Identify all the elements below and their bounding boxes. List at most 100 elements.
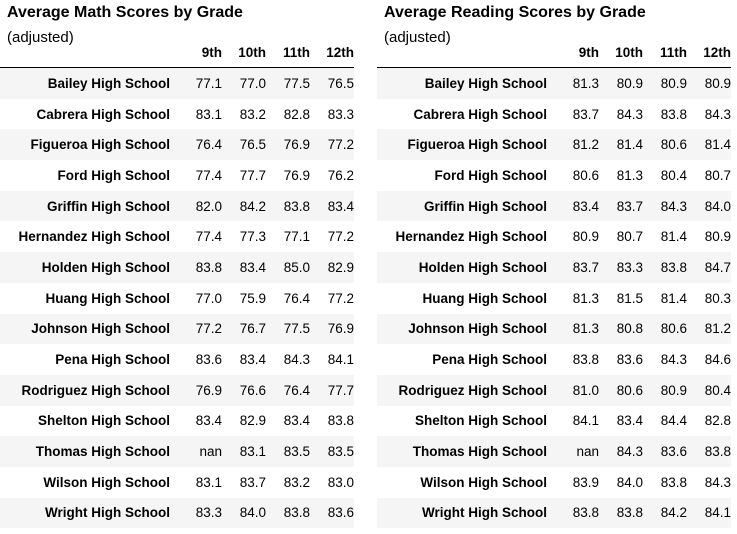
score-cell: 77.1	[195, 75, 222, 91]
score-cell: 77.5	[283, 75, 310, 91]
table-row: Johnson High School 77.2 76.7 77.5 76.9	[0, 313, 354, 345]
score-cell: 76.2	[327, 167, 354, 183]
table-row: Ford High School 77.4 77.7 76.9 76.2	[0, 160, 354, 191]
score-cell: 84.6	[704, 352, 731, 368]
score-cell: 84.1	[327, 352, 354, 368]
table-row: Johnson High School 81.3 80.8 80.6 81.2	[377, 313, 731, 345]
score-cell: 80.8	[616, 321, 643, 337]
score-cell: 81.2	[704, 321, 731, 337]
school-name-cell: Hernandez High School	[18, 229, 170, 245]
score-cell: 83.4	[239, 259, 266, 275]
score-cell: 77.0	[239, 75, 266, 91]
score-cell: 84.2	[239, 198, 266, 214]
math-header-11th: 11th	[266, 38, 310, 68]
score-cell: 83.8	[616, 505, 643, 521]
score-cell: 76.9	[283, 167, 310, 183]
score-cell: 81.4	[704, 137, 731, 153]
school-name-cell: Cabrera High School	[36, 106, 170, 122]
score-cell: 83.2	[239, 106, 266, 122]
score-cell: 83.8	[327, 413, 354, 429]
score-cell: 77.2	[327, 229, 354, 245]
score-cell: 76.6	[239, 382, 266, 398]
score-cell: 83.9	[572, 474, 599, 490]
score-cell: 81.3	[572, 290, 599, 306]
score-cell: 77.2	[195, 321, 222, 337]
table-row: Bailey High School 81.3 80.9 80.9 80.9	[377, 67, 731, 99]
score-cell: 76.4	[283, 382, 310, 398]
math-header-row: 9th 10th 11th 12th	[0, 38, 354, 68]
score-cell: 83.2	[283, 474, 310, 490]
math-header-9th: 9th	[178, 38, 222, 68]
score-cell: 76.9	[327, 321, 354, 337]
score-cell: 80.9	[704, 229, 731, 245]
score-cell: 80.6	[572, 167, 599, 183]
reading-table-body: Bailey High School 81.3 80.9 80.9 80.9 Cabrer…	[377, 67, 731, 529]
reading-scores-table: 9th 10th 11th 12th Bailey High School 81.…	[377, 38, 731, 529]
score-cell: 84.3	[660, 352, 687, 368]
score-cell: 83.4	[239, 352, 266, 368]
score-cell: 81.3	[616, 167, 643, 183]
score-cell: 83.8	[283, 198, 310, 214]
school-name-cell: Thomas High School	[412, 444, 547, 460]
table-row: Pena High School 83.6 83.4 84.3 84.1	[0, 344, 354, 375]
score-cell: 82.8	[283, 106, 310, 122]
score-cell: 82.9	[239, 413, 266, 429]
school-name-cell: Huang High School	[45, 290, 171, 306]
score-cell: 80.9	[616, 75, 643, 91]
score-cell: 83.8	[660, 106, 687, 122]
reading-header-11th: 11th	[643, 38, 687, 68]
score-cell: 83.8	[283, 505, 310, 521]
score-cell: 84.3	[704, 474, 731, 490]
score-cell: 84.2	[660, 505, 687, 521]
school-name-cell: Cabrera High School	[413, 106, 547, 122]
score-cell: 80.6	[616, 382, 643, 398]
score-cell: 83.6	[616, 352, 643, 368]
school-name-cell: Bailey High School	[47, 75, 170, 91]
reading-header-row: 9th 10th 11th 12th	[377, 38, 731, 68]
score-cell: 84.1	[704, 505, 731, 521]
math-table-body: Bailey High School 77.1 77.0 77.5 76.5 Cabrer…	[0, 67, 354, 529]
table-row: Bailey High School 77.1 77.0 77.5 76.5	[0, 67, 354, 99]
score-cell: 83.8	[660, 474, 687, 490]
score-cell: 83.5	[283, 444, 310, 460]
score-cell: 84.3	[616, 106, 643, 122]
table-row: Wright High School 83.8 83.8 84.2 84.1	[377, 497, 731, 529]
table-row: Thomas High School nan 83.1 83.5 83.5	[0, 436, 354, 467]
school-name-cell: Holden High School	[418, 259, 547, 275]
score-cell: 84.3	[616, 444, 643, 460]
score-cell: 84.3	[660, 198, 687, 214]
table-row: Wilson High School 83.1 83.7 83.2 83.0	[0, 466, 354, 498]
score-cell: 80.6	[660, 137, 687, 153]
school-name-cell: Hernandez High School	[395, 229, 547, 245]
score-cell: 83.3	[616, 259, 643, 275]
score-cell: 82.8	[704, 413, 731, 429]
table-row: Griffin High School 83.4 83.7 84.3 84.0	[377, 190, 731, 222]
school-name-cell: Wilson High School	[420, 474, 547, 490]
score-cell: 83.8	[660, 259, 687, 275]
reading-header-corner	[377, 38, 555, 68]
table-row: Griffin High School 82.0 84.2 83.8 83.4	[0, 190, 354, 222]
table-row: Thomas High School nan 84.3 83.6 83.8	[377, 436, 731, 467]
score-cell: 83.0	[327, 474, 354, 490]
score-cell: 84.0	[616, 474, 643, 490]
score-cell: 81.0	[572, 382, 599, 398]
score-cell: 80.3	[704, 290, 731, 306]
score-cell: 76.9	[283, 137, 310, 153]
score-cell: 84.7	[704, 259, 731, 275]
math-header-10th: 10th	[222, 38, 266, 68]
score-cell: 80.6	[660, 321, 687, 337]
school-name-cell: Griffin High School	[424, 198, 547, 214]
school-name-cell: Pena High School	[55, 352, 170, 368]
school-name-cell: Shelton High School	[415, 413, 547, 429]
score-cell: 80.4	[660, 167, 687, 183]
score-cell: 77.5	[283, 321, 310, 337]
score-cell: 80.9	[660, 382, 687, 398]
score-cell: 82.9	[327, 259, 354, 275]
reading-header-10th: 10th	[599, 38, 643, 68]
table-row: Shelton High School 84.1 83.4 84.4 82.8	[377, 405, 731, 437]
score-cell: 83.3	[327, 106, 354, 122]
table-row: Cabrera High School 83.1 83.2 82.8 83.3	[0, 98, 354, 130]
score-cell: 80.7	[616, 229, 643, 245]
table-row: Holden High School 83.8 83.4 85.0 82.9	[0, 252, 354, 283]
table-row: Wright High School 83.3 84.0 83.8 83.6	[0, 497, 354, 529]
